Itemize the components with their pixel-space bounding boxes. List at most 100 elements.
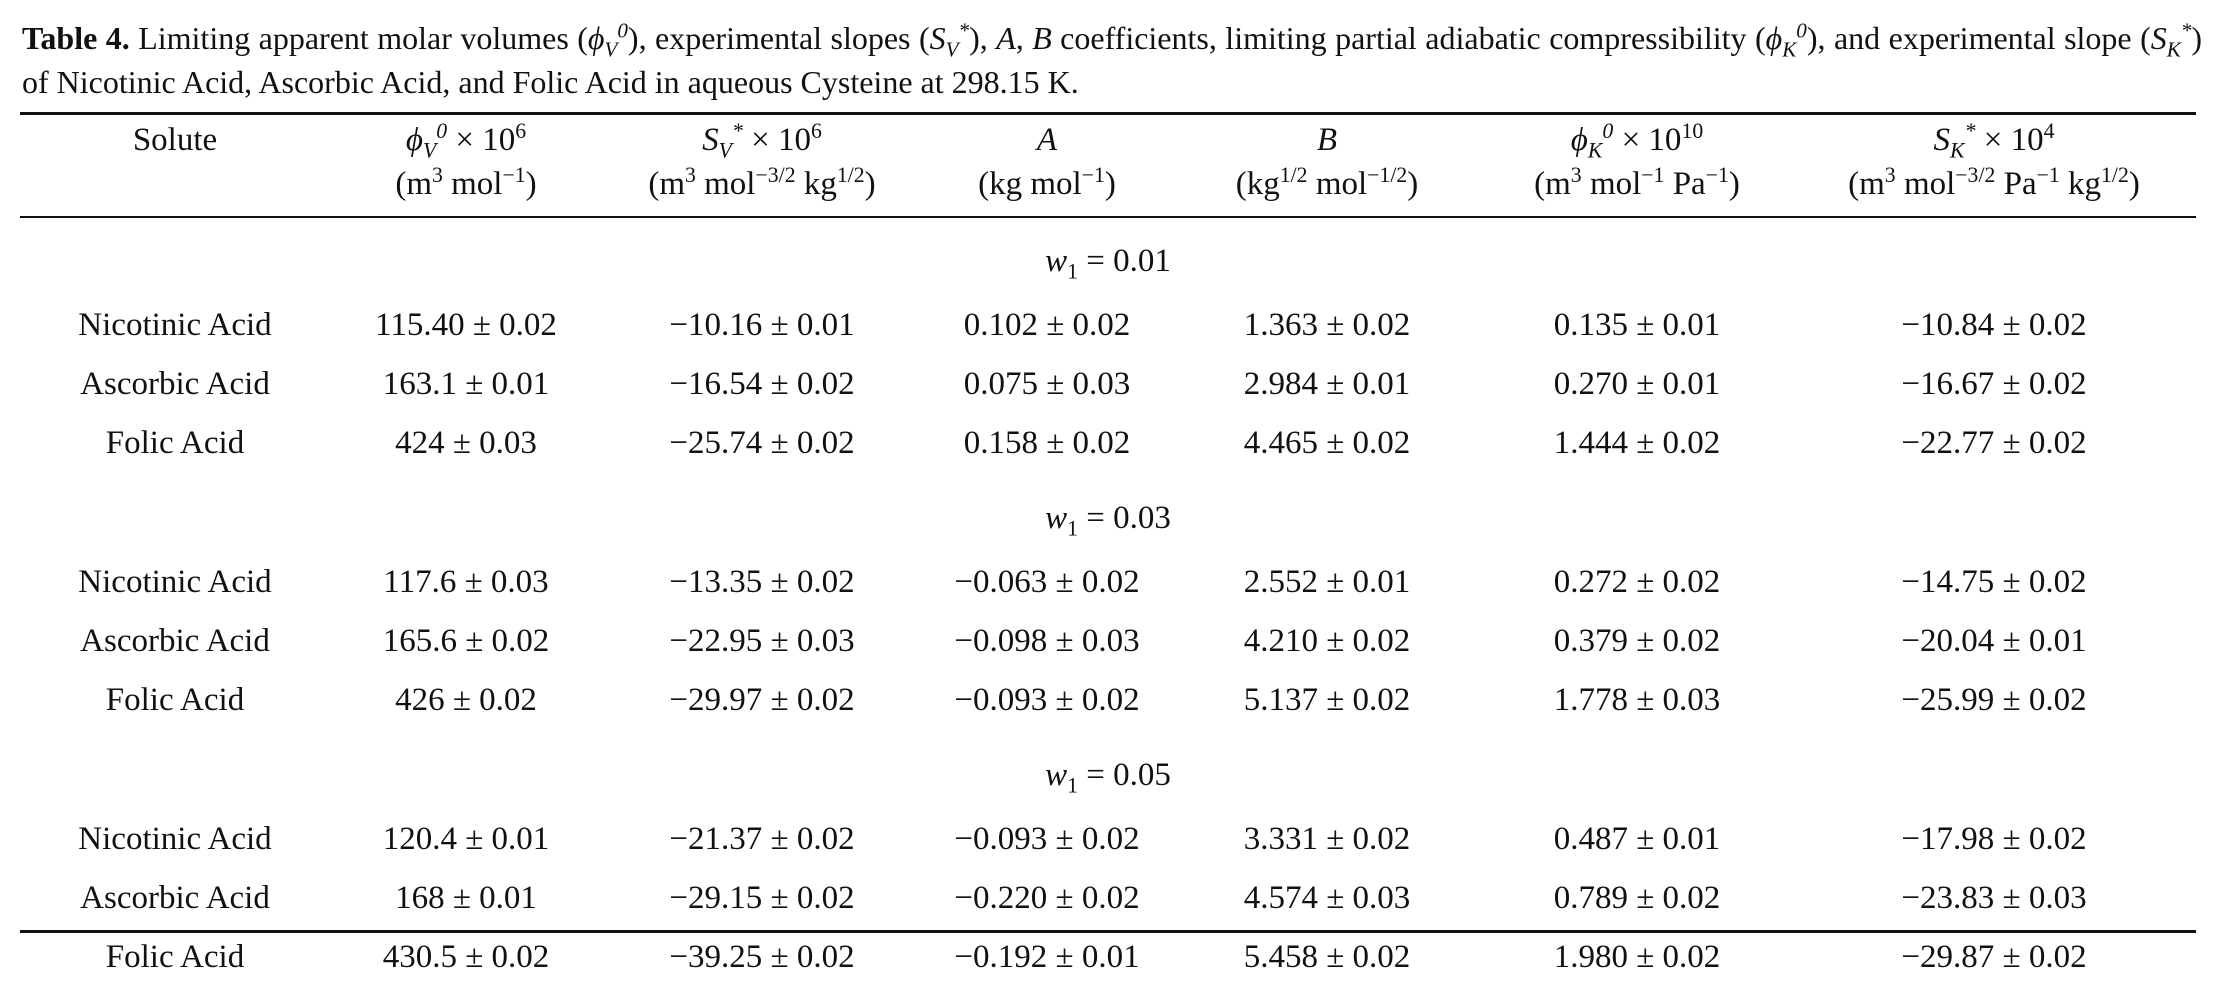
- value-cell: 165.6 ± 0.02: [382, 623, 550, 659]
- group-label: w1 = 0.05: [1045, 756, 1171, 798]
- caption-text: coefficients, limiting partial adiabatic…: [1051, 20, 1766, 56]
- value-cell: −20.04 ± 0.01: [1901, 623, 2087, 659]
- value-cell: −16.67 ± 0.02: [1901, 366, 2087, 402]
- value-cell: 1.980 ± 0.02: [1553, 939, 1721, 975]
- solute-cell: Ascorbic Acid: [80, 880, 270, 916]
- caption-text: ), experimental slopes (: [627, 20, 930, 56]
- caption-symbol: SK*: [2150, 18, 2192, 62]
- value-cell: −21.37 ± 0.02: [669, 821, 855, 857]
- solute-cell: Folic Acid: [105, 682, 245, 718]
- header-phi-k: ϕK0 × 1010 (m3 mol−1 Pa−1): [1534, 119, 1740, 202]
- caption-text: experimental slope (: [1888, 20, 2151, 56]
- group-header-row: w1 = 0.05: [20, 730, 2196, 810]
- caption-symbol: ϕV0: [587, 18, 628, 62]
- group-header-row: w1 = 0.03: [20, 473, 2196, 553]
- table-caption: Table 4. Limiting apparent molar volumes…: [22, 16, 2202, 104]
- value-cell: −29.15 ± 0.02: [669, 880, 855, 916]
- table-top-rule: [20, 112, 2196, 115]
- value-cell: −10.84 ± 0.02: [1901, 307, 2087, 343]
- value-cell: 3.331 ± 0.02: [1243, 821, 1411, 857]
- table-row: Folic Acid 424 ± 0.03 −25.74 ± 0.02 0.158 ±…: [20, 414, 2196, 473]
- value-cell: 120.4 ± 0.01: [382, 821, 550, 857]
- value-cell: 4.210 ± 0.02: [1243, 623, 1411, 659]
- caption-symbol: SV*: [929, 18, 970, 62]
- caption-text: Limiting apparent molar volumes (: [138, 20, 588, 56]
- value-cell: −0.093 ± 0.02: [954, 821, 1140, 857]
- group-label: w1 = 0.03: [1045, 499, 1171, 541]
- value-cell: 117.6 ± 0.03: [383, 564, 549, 600]
- value-cell: 0.270 ± 0.01: [1553, 366, 1721, 402]
- table-row: Ascorbic Acid 165.6 ± 0.02 −22.95 ± 0.03 −0…: [20, 612, 2196, 671]
- table-header-rule: [20, 216, 2196, 218]
- value-cell: −16.54 ± 0.02: [669, 366, 855, 402]
- solute-cell: Ascorbic Acid: [80, 366, 270, 402]
- table-row: Ascorbic Acid 163.1 ± 0.01 −16.54 ± 0.02 0.…: [20, 355, 2196, 414]
- page: Table 4. Limiting apparent molar volumes…: [20, 16, 2202, 975]
- value-cell: 115.40 ± 0.02: [375, 307, 557, 343]
- value-cell: 5.458 ± 0.02: [1243, 939, 1411, 975]
- header-phi-v: ϕV0 × 106 (m3 mol−1): [395, 119, 537, 202]
- value-cell: −0.063 ± 0.02: [954, 564, 1140, 600]
- header-s-k: SK* × 104 (m3 mol−3/2 Pa−1 kg1/2): [1848, 119, 2140, 202]
- table-row: Nicotinic Acid 115.40 ± 0.02 −10.16 ± 0.01…: [20, 296, 2196, 355]
- value-cell: 1.778 ± 0.03: [1553, 682, 1721, 718]
- header-s-v: SV* × 106 (m3 mol−3/2 kg1/2): [648, 119, 876, 202]
- value-cell: 0.075 ± 0.03: [963, 366, 1131, 402]
- header-b: B (kg1/2 mol−1/2): [1235, 122, 1419, 202]
- header-a: A (kg mol−1): [978, 122, 1116, 202]
- value-cell: −13.35 ± 0.02: [669, 564, 855, 600]
- caption-text: ) of Nicotinic Acid, Ascorbic Acid, and …: [22, 20, 2203, 100]
- table-bottom-rule: [20, 930, 2196, 933]
- caption-symbol: B: [1032, 20, 1052, 56]
- group-label: w1 = 0.01: [1045, 242, 1171, 284]
- value-cell: 0.102 ± 0.02: [963, 307, 1131, 343]
- table-row: Nicotinic Acid 120.4 ± 0.01 −21.37 ± 0.02 −…: [20, 810, 2196, 869]
- value-cell: −17.98 ± 0.02: [1901, 821, 2087, 857]
- group-header-row: w1 = 0.01: [20, 216, 2196, 296]
- table-row: Ascorbic Acid 168 ± 0.01 −29.15 ± 0.02 −0.2…: [20, 869, 2196, 928]
- solute-cell: Folic Acid: [105, 425, 245, 461]
- value-cell: 5.137 ± 0.02: [1243, 682, 1411, 718]
- value-cell: 1.363 ± 0.02: [1243, 307, 1411, 343]
- value-cell: −29.87 ± 0.02: [1901, 939, 2087, 975]
- solute-cell: Nicotinic Acid: [78, 821, 272, 857]
- value-cell: −25.74 ± 0.02: [669, 425, 855, 461]
- value-cell: 168 ± 0.01: [395, 880, 537, 916]
- solute-cell: Ascorbic Acid: [80, 623, 270, 659]
- value-cell: −23.83 ± 0.03: [1901, 880, 2087, 916]
- value-cell: −29.97 ± 0.02: [669, 682, 855, 718]
- header-solute: Solute: [132, 122, 218, 158]
- caption-text: ),: [969, 20, 997, 56]
- caption-symbol: A: [996, 20, 1016, 56]
- solute-cell: Nicotinic Acid: [78, 307, 272, 343]
- table-row: Folic Acid 426 ± 0.02 −29.97 ± 0.02 −0.093 …: [20, 671, 2196, 730]
- value-cell: 4.574 ± 0.03: [1243, 880, 1411, 916]
- value-cell: 0.272 ± 0.02: [1553, 564, 1721, 600]
- value-cell: 424 ± 0.03: [395, 425, 537, 461]
- value-cell: 163.1 ± 0.01: [382, 366, 550, 402]
- value-cell: −22.77 ± 0.02: [1901, 425, 2087, 461]
- value-cell: 4.465 ± 0.02: [1243, 425, 1411, 461]
- value-cell: −22.95 ± 0.03: [669, 623, 855, 659]
- table-row: Nicotinic Acid 117.6 ± 0.03 −13.35 ± 0.02 −…: [20, 553, 2196, 612]
- table-body: w1 = 0.01 Nicotinic Acid 115.40 ± 0.02 −10.…: [20, 216, 2196, 987]
- value-cell: 0.135 ± 0.01: [1553, 307, 1721, 343]
- value-cell: −14.75 ± 0.02: [1901, 564, 2087, 600]
- value-cell: 0.789 ± 0.02: [1553, 880, 1721, 916]
- value-cell: −39.25 ± 0.02: [669, 939, 855, 975]
- value-cell: −0.220 ± 0.02: [954, 880, 1140, 916]
- solute-cell: Nicotinic Acid: [78, 564, 272, 600]
- value-cell: 0.487 ± 0.01: [1553, 821, 1721, 857]
- value-cell: 2.552 ± 0.01: [1243, 564, 1411, 600]
- table-row: Folic Acid 430.5 ± 0.02 −39.25 ± 0.02 −0.19…: [20, 928, 2196, 987]
- value-cell: 426 ± 0.02: [395, 682, 537, 718]
- value-cell: −0.093 ± 0.02: [954, 682, 1140, 718]
- header-row: Solute ϕV0 × 106 (m3 mol−1) SV* × 106 (m…: [20, 118, 2196, 216]
- caption-symbol: ϕK0: [1765, 18, 1807, 62]
- value-cell: 0.379 ± 0.02: [1553, 623, 1721, 659]
- table-label: Table 4.: [22, 20, 130, 56]
- caption-text: ,: [1015, 20, 1033, 56]
- caption-text: ), and: [1806, 20, 1881, 56]
- value-cell: 0.158 ± 0.02: [963, 425, 1131, 461]
- value-cell: −0.192 ± 0.01: [954, 939, 1140, 975]
